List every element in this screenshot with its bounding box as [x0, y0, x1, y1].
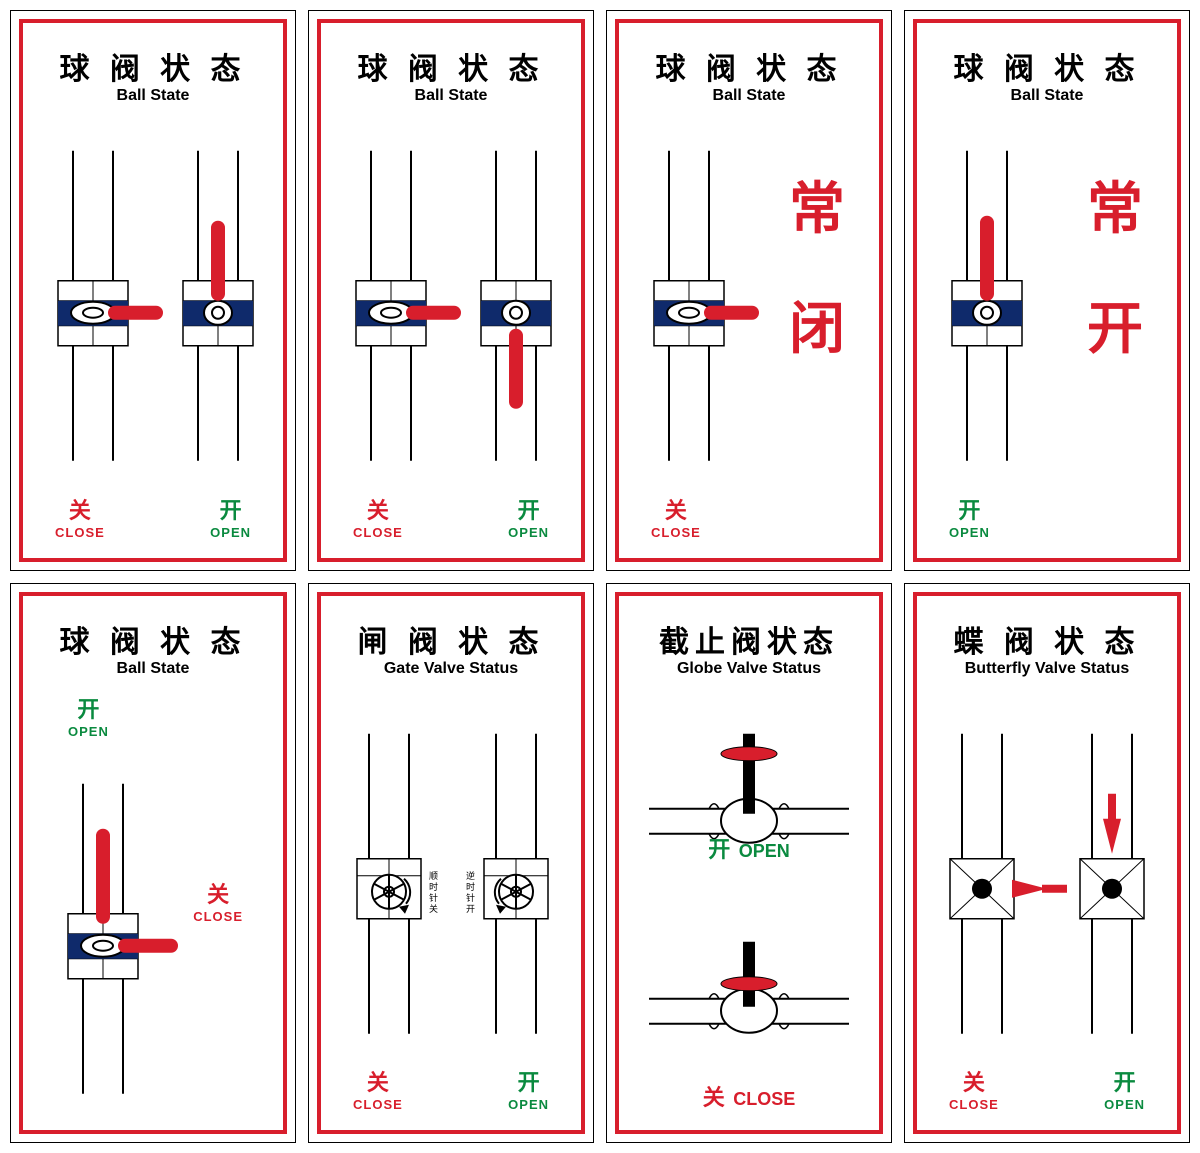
- title-en: Gate Valve Status: [384, 661, 518, 677]
- title-en: Ball State: [117, 88, 190, 104]
- title-cn: 球 阀 状 态: [59, 626, 246, 659]
- title-cn: 球 阀 状 态: [655, 53, 842, 86]
- label-side-cn: 关: [193, 877, 243, 909]
- label-close-cn: 关: [353, 1065, 403, 1097]
- label-open-en: OPEN: [210, 525, 251, 540]
- label-open-en: OPEN: [508, 525, 549, 540]
- label-open-cn: 开: [508, 493, 549, 525]
- svg-text:时: 时: [466, 880, 475, 891]
- ball-valve-two-icon: [321, 104, 581, 558]
- title-en: Ball State: [713, 88, 786, 104]
- bigtext-2: 闭: [789, 284, 845, 365]
- globe-close-cn: 关: [703, 1085, 725, 1110]
- label-top-cn: 开: [68, 692, 109, 724]
- svg-text:逆: 逆: [466, 869, 475, 880]
- svg-text:关: 关: [429, 902, 438, 913]
- label-close-en: CLOSE: [55, 525, 105, 540]
- title-cn: 球 阀 状 态: [953, 53, 1140, 86]
- card-ball-state-no: 球 阀 状 态 Ball State: [904, 10, 1190, 571]
- label-open-en: OPEN: [1104, 1097, 1145, 1112]
- diagram: 关 CLOSE 开 OPEN: [23, 104, 283, 558]
- title-en: Ball State: [117, 661, 190, 677]
- svg-text:针: 针: [429, 891, 438, 902]
- card-ball-state-combo: 球 阀 状 态 Ball State 开 OPEN: [10, 583, 296, 1144]
- bigtext-1: 常: [1087, 164, 1143, 245]
- valve-sign-grid: 球 阀 状 态 Ball State: [10, 10, 1190, 1143]
- bigtext-2: 开: [1087, 284, 1143, 365]
- ball-valve-two-icon: [23, 104, 283, 558]
- title-en: Ball State: [1011, 88, 1084, 104]
- diagram: 关 CLOSE 开 OPEN: [321, 104, 581, 558]
- label-close-cn: 关: [651, 493, 701, 525]
- label-open-en: OPEN: [949, 525, 990, 540]
- label-close-en: CLOSE: [949, 1097, 999, 1112]
- title-en: Butterfly Valve Status: [965, 661, 1130, 677]
- label-close-en: CLOSE: [353, 525, 403, 540]
- globe-valve-icon: [619, 677, 879, 1131]
- butterfly-valve-icon: [917, 677, 1177, 1131]
- card-ball-state-2: 球 阀 状 态 Ball State: [308, 10, 594, 571]
- label-close-en: CLOSE: [651, 525, 701, 540]
- label-open-en: OPEN: [508, 1097, 549, 1112]
- label-open-cn: 开: [949, 493, 990, 525]
- label-open-cn: 开: [210, 493, 251, 525]
- diagram: 开 OPEN 关 CLOSE: [619, 677, 879, 1131]
- title-cn: 闸 阀 状 态: [357, 626, 544, 659]
- ball-valve-combo-icon: [23, 677, 283, 1131]
- label-close-cn: 关: [353, 493, 403, 525]
- svg-text:时: 时: [429, 880, 438, 891]
- diagram: 顺 时 针 关: [321, 677, 581, 1131]
- globe-close-en: CLOSE: [733, 1089, 795, 1109]
- card-ball-state-1: 球 阀 状 态 Ball State: [10, 10, 296, 571]
- title-cn: 球 阀 状 态: [357, 53, 544, 86]
- diagram: 常 开 开 OPEN: [917, 104, 1177, 558]
- title-cn: 蝶 阀 状 态: [953, 626, 1140, 659]
- diagram: 开 OPEN: [23, 677, 283, 1131]
- svg-text:针: 针: [466, 891, 475, 902]
- gate-valve-icon: 顺 时 针 关: [321, 677, 581, 1131]
- globe-open-cn: 开: [708, 837, 730, 862]
- card-butterfly-valve: 蝶 阀 状 态 Butterfly Valve Status: [904, 583, 1190, 1144]
- diagram: 常 闭 关 CLOSE: [619, 104, 879, 558]
- title-cn: 截止阀状态: [659, 626, 839, 659]
- svg-text:开: 开: [466, 903, 475, 913]
- title-en: Globe Valve Status: [677, 661, 821, 677]
- svg-text:顺: 顺: [429, 870, 438, 880]
- card-gate-valve: 闸 阀 状 态 Gate Valve Status: [308, 583, 594, 1144]
- title-en: Ball State: [415, 88, 488, 104]
- label-side-en: CLOSE: [193, 909, 243, 924]
- label-open-cn: 开: [508, 1065, 549, 1097]
- card-ball-state-nc: 球 阀 状 态 Ball State: [606, 10, 892, 571]
- card-globe-valve: 截止阀状态 Globe Valve Status: [606, 583, 892, 1144]
- label-close-cn: 关: [949, 1065, 999, 1097]
- label-top-en: OPEN: [68, 724, 109, 739]
- diagram: 关 CLOSE 开 OPEN: [917, 677, 1177, 1131]
- label-close-cn: 关: [55, 493, 105, 525]
- label-close-en: CLOSE: [353, 1097, 403, 1112]
- globe-open-en: OPEN: [739, 841, 790, 861]
- label-open-cn: 开: [1104, 1065, 1145, 1097]
- bigtext-1: 常: [789, 164, 845, 245]
- title-cn: 球 阀 状 态: [59, 53, 246, 86]
